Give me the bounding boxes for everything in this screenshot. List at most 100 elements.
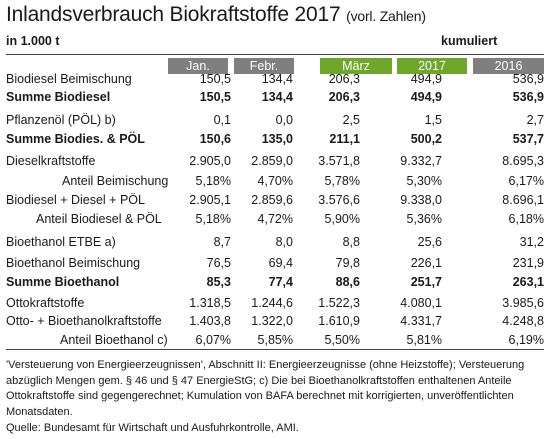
- table-cell: 8.695,3: [502, 154, 544, 168]
- table-row: Anteil Beimischung 5,18% 4,70% 5,78% 5,30% 6,…: [0, 174, 549, 192]
- column-header-maerz: März: [320, 58, 392, 74]
- table-cell: 5,78%: [324, 174, 360, 188]
- row-label: Ottokraftstoffe: [6, 296, 85, 310]
- table-cell: 3.571,8: [318, 154, 360, 168]
- table-cell: 4.080,1: [400, 296, 442, 310]
- table-cell: 5,50%: [324, 333, 360, 347]
- table-row: Ottokraftstoffe 1.318,5 1.244,6 1.522,3 4.08…: [0, 296, 549, 314]
- table-row: Bioethanol Beimischung 76,5 69,4 79,8 226,1 2…: [0, 256, 549, 274]
- table-cell: 211,1: [329, 132, 360, 146]
- table-cell: 8.696,1: [502, 193, 544, 207]
- table-cell: 88,6: [335, 275, 360, 289]
- table-cell: 5,30%: [406, 174, 442, 188]
- table-cell: 69,4: [268, 256, 293, 270]
- table-cell: 1,5: [424, 113, 442, 127]
- table-cell: 537,7: [512, 132, 544, 146]
- table-cell: 9.332,7: [400, 154, 442, 168]
- table-cell: 494,9: [410, 90, 442, 104]
- table-cell: 4,70%: [257, 174, 293, 188]
- column-header-2017: 2017: [397, 58, 467, 74]
- page-title: Inlandsverbrauch Biokraftstoffe 2017 (vo…: [6, 3, 426, 27]
- column-header-febr: Febr.: [234, 58, 294, 74]
- table-cell: 6,07%: [195, 333, 231, 347]
- source-note: Quelle: Bundesamt für Wirtschaft und Aus…: [6, 422, 299, 434]
- row-label: Dieselkraftstoffe: [6, 154, 96, 168]
- table-cell: 5,36%: [406, 212, 442, 226]
- table-cell: 150,5: [199, 90, 231, 104]
- table-cell: 9.338,0: [400, 193, 442, 207]
- table-cell: 6,17%: [508, 174, 544, 188]
- table-cell: 135,0: [261, 132, 293, 146]
- table-cell: 2.859,6: [251, 193, 293, 207]
- table-cell: 150,6: [199, 132, 231, 146]
- table-cell: 536,9: [512, 72, 544, 86]
- table-row: Anteil Biodiesel & PÖL 5,18% 4,72% 5,90% 5,3…: [0, 212, 549, 230]
- table-cell: 8,0: [275, 235, 293, 249]
- table-cell: 1.322,0: [251, 314, 293, 328]
- table-row: Biodiesel + Diesel + PÖL 2.905,1 2.859,6 3.…: [0, 193, 549, 211]
- row-label: Summe Bioethanol: [6, 275, 120, 289]
- table-cell: 5,85%: [257, 333, 293, 347]
- footnotes: 'Versteuerung von Energieerzeugnissen', …: [6, 359, 525, 418]
- row-label: Bioethanol Beimischung: [6, 256, 141, 270]
- table-cell: 150,5: [199, 72, 231, 86]
- row-label: Summe Biodiesel: [6, 90, 111, 104]
- table-cell: 500,2: [410, 132, 442, 146]
- row-label: Bioethanol ETBE a): [6, 235, 116, 249]
- row-label: Pflanzenöl (PÖL) b): [6, 113, 116, 127]
- unit-label: in 1.000 t: [6, 34, 60, 48]
- table-row: Anteil Bioethanol c) 6,07% 5,85% 5,50% 5,81%…: [0, 333, 549, 351]
- table-cell: 8,7: [213, 235, 231, 249]
- table-cell: 263,1: [512, 275, 544, 289]
- table-cell: 226,1: [410, 256, 442, 270]
- table-cell: 134,4: [261, 90, 293, 104]
- table-cell: 2,7: [526, 113, 544, 127]
- table-cell: 4.248,8: [502, 314, 544, 328]
- table-cell: 6,18%: [508, 212, 544, 226]
- divider-top: [6, 54, 544, 55]
- row-label: Anteil Bioethanol c): [60, 333, 168, 347]
- table-cell: 2,5: [342, 113, 360, 127]
- table-cell: 206,3: [328, 90, 360, 104]
- title-sub: (vorl. Zahlen): [346, 8, 426, 24]
- table-cell: 494,9: [410, 72, 442, 86]
- table-cell: 79,8: [335, 256, 360, 270]
- table-cell: 25,6: [417, 235, 442, 249]
- column-header-jan: Jan.: [168, 58, 228, 74]
- row-label: Biodiesel Beimischung: [6, 72, 132, 86]
- table-cell: 1.403,8: [189, 314, 231, 328]
- row-label: Anteil Beimischung: [62, 174, 169, 188]
- table-row: Summe Bioethanol 85,3 77,4 88,6 251,7 263,1: [0, 275, 549, 293]
- row-label: Otto- + Bioethanolkraftstoffe: [6, 314, 162, 328]
- table-cell: 134,4: [261, 72, 293, 86]
- table-row: Pflanzenöl (PÖL) b) 0,1 0,0 2,5 1,5 2,7: [0, 113, 549, 131]
- row-label: Anteil Biodiesel & PÖL: [36, 212, 162, 226]
- table-cell: 2.905,1: [189, 193, 231, 207]
- table-cell: 5,18%: [195, 174, 231, 188]
- table-cell: 85,3: [206, 275, 231, 289]
- table-cell: 5,90%: [324, 212, 360, 226]
- table-cell: 0,0: [275, 113, 293, 127]
- table-cell: 8,8: [342, 235, 360, 249]
- table-cell: 536,9: [512, 90, 544, 104]
- table-row: Bioethanol ETBE a) 8,7 8,0 8,8 25,6 31,2: [0, 235, 549, 253]
- table-row: Biodiesel Beimischung 150,5 134,4 206,3 494,…: [0, 72, 549, 90]
- column-header-2016: 2016: [473, 58, 544, 74]
- table-cell: 206,3: [328, 72, 360, 86]
- row-label: Summe Biodies. & PÖL: [6, 132, 145, 146]
- table-cell: 4.331,7: [400, 314, 442, 328]
- table-cell: 31,2: [519, 235, 544, 249]
- table-cell: 6,19%: [508, 333, 544, 347]
- table-cell: 1.522,3: [318, 296, 360, 310]
- table-cell: 2.905,0: [189, 154, 231, 168]
- table-cell: 76,5: [206, 256, 231, 270]
- table-cell: 231,9: [512, 256, 544, 270]
- table-cell: 3.576,6: [318, 193, 360, 207]
- kumuliert-label: kumuliert: [441, 34, 498, 48]
- divider-bottom: [6, 349, 544, 350]
- table-row: Otto- + Bioethanolkraftstoffe 1.403,8 1.32…: [0, 314, 549, 332]
- title-main: Inlandsverbrauch Biokraftstoffe 2017: [6, 3, 341, 26]
- table-cell: 1.244,6: [251, 296, 293, 310]
- row-label: Biodiesel + Diesel + PÖL: [6, 193, 145, 207]
- table-cell: 0,1: [213, 113, 231, 127]
